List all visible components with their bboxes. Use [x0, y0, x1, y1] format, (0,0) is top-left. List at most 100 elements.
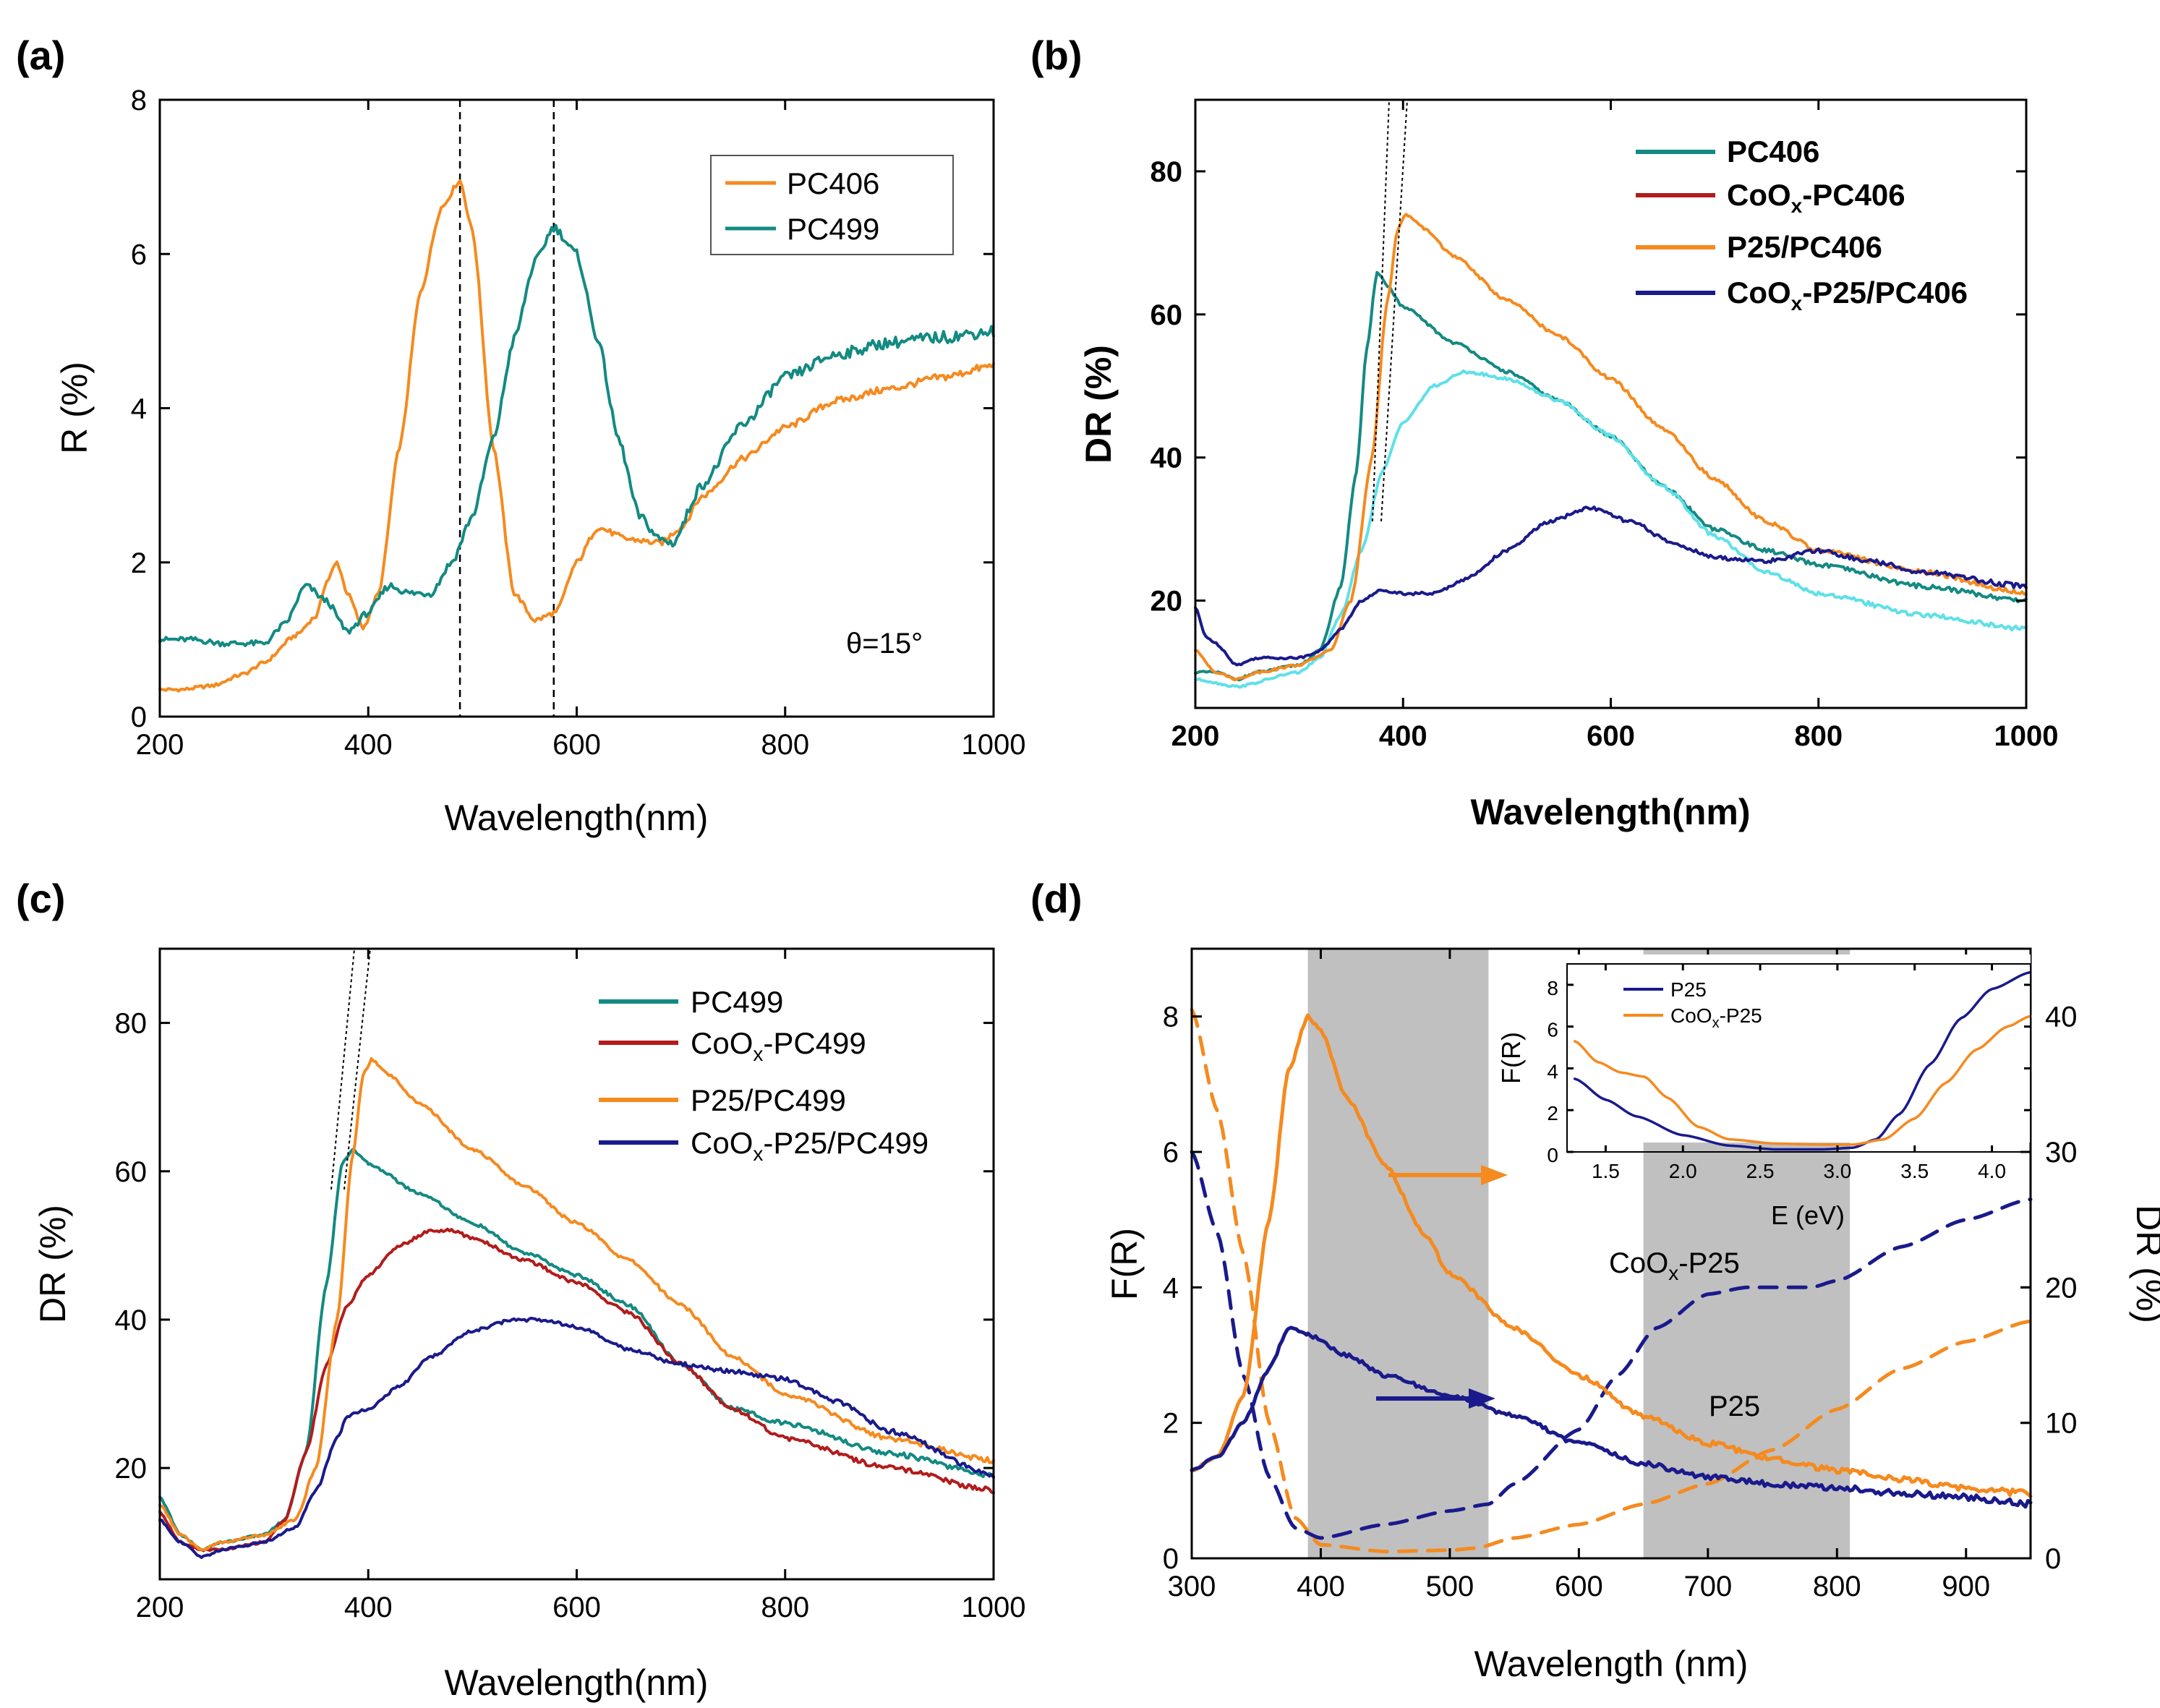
panel-d-orange-arrow — [1388, 1165, 1508, 1185]
panel-d-right-ytick-label-2: 20 — [2045, 1272, 2078, 1304]
panel-c-ytick-label-3: 80 — [115, 1008, 148, 1040]
panel-a-ytick-label-3: 6 — [131, 239, 147, 270]
panel-d-inset-xtick-label-2: 2.5 — [1746, 1160, 1775, 1182]
panel-a-xtick-label-2: 600 — [552, 729, 601, 761]
panel-d-inset-xtick-label-3: 3.0 — [1823, 1160, 1851, 1182]
panel-c-xtick-label-0: 200 — [136, 1592, 184, 1623]
panel-d-inset-series-0 — [1573, 970, 2032, 1151]
panel-d-series-3 — [1190, 1325, 2033, 1509]
panel-d-inset-background — [1522, 955, 2031, 1143]
panel-b-legend-label-0: PC406 — [1727, 134, 1819, 168]
panel-d-right-ytick-label-4: 40 — [2045, 1002, 2078, 1033]
panel-d-inset-chart: 1.5 2.0 2.5 3.0 3.5 4.0 0 2 4 6 8 E (eV) F(R) P25… — [1496, 955, 2032, 1230]
panel-d-inset-xtick-label-4: 3.5 — [1900, 1160, 1929, 1182]
panel-d-inset-xlabel: E (eV) — [1771, 1200, 1845, 1230]
panel-a-ytick-label-4: 8 — [131, 85, 147, 116]
panel-b-ytick-label-1: 40 — [1151, 443, 1183, 474]
panel-d-right-ytick-label-3: 30 — [2045, 1137, 2078, 1169]
panel-a-series-PC499 — [158, 223, 995, 648]
panel-b-series-1 — [1194, 369, 2028, 689]
panel-a-xlabel: Wavelength(nm) — [445, 798, 709, 838]
panel-d-inset-ytick-label-4: 8 — [1547, 977, 1558, 999]
panel-d-ytick-label-2: 4 — [1163, 1272, 1179, 1304]
panel-b-tangent-lines — [1372, 99, 1408, 522]
panel-b-legend-label-1: CoOx-PC406 — [1727, 178, 1905, 217]
panel-d-label-p25: P25 — [1709, 1391, 1760, 1422]
panel-b-tangent-1 — [1380, 99, 1408, 522]
panel-c-legend-label-3: CoOx-P25/PC499 — [691, 1126, 929, 1165]
panel-c-chart: (c) 200 400 600 800 1000 20 40 60 80 Wavelength… — [16, 876, 1025, 1703]
panel-b-legend-label-3: CoOx-P25/PC406 — [1727, 276, 1968, 315]
panel-c-legend-label-0: PC499 — [691, 985, 783, 1019]
panel-c-ytick-label-2: 60 — [115, 1156, 148, 1188]
panel-b-chart: (b) 200 400 600 800 1000 20 40 60 80 Wavelength… — [1030, 33, 2058, 832]
panel-d-series-0 — [1190, 1007, 2033, 1554]
panel-a-xtick-label-3: 800 — [761, 729, 809, 761]
panel-b-xtick-label-1: 400 — [1379, 720, 1427, 752]
panel-b-ylabel: DR (%) — [1078, 345, 1119, 464]
panel-d-plot-frame — [1190, 947, 2032, 1560]
panel-a-series-PC406 — [158, 179, 995, 693]
panel-d-xtick-label-0: 300 — [1168, 1571, 1216, 1602]
panel-c-xtick-label-4: 1000 — [962, 1592, 1026, 1623]
panel-d-ytick-label-0: 0 — [1163, 1543, 1179, 1575]
panel-d-xlabel: Wavelength (nm) — [1474, 1644, 1749, 1684]
panel-a-label: (a) — [16, 33, 65, 78]
panel-d-inset-ytick-label-2: 4 — [1547, 1060, 1558, 1083]
panel-d-label: (d) — [1030, 876, 1083, 921]
panel-d-series-2 — [1190, 1013, 2033, 1498]
panel-c-ytick-label-0: 20 — [115, 1453, 148, 1485]
panel-d-inset-ytick-label-1: 2 — [1547, 1102, 1558, 1124]
panel-a-legend-label-0: PC406 — [787, 166, 879, 200]
panel-c-series-1 — [158, 1227, 995, 1553]
panel-d-xtick-label-4: 700 — [1683, 1571, 1732, 1602]
panel-d-xtick-label-3: 600 — [1555, 1571, 1603, 1602]
panel-d-series-1 — [1190, 1150, 2033, 1540]
panel-d-right-ytick-label-1: 10 — [2045, 1408, 2078, 1440]
panel-c-xtick-label-3: 800 — [761, 1592, 809, 1623]
panel-d-inset-frame — [1566, 963, 2031, 1153]
panel-b-series-0 — [1194, 270, 2028, 682]
panel-d-inset-ytick-label-3: 6 — [1547, 1019, 1558, 1041]
panel-d-inset-legend-label-0: P25 — [1670, 978, 1707, 1001]
panel-b-xtick-label-4: 1000 — [1994, 720, 2059, 752]
panel-d-inset-xtick-label-5: 4.0 — [1978, 1160, 2006, 1182]
panel-b-ytick-label-0: 20 — [1151, 586, 1183, 618]
panel-a-ytick-label-2: 4 — [131, 393, 147, 425]
panel-d-inset-xtick-label-0: 1.5 — [1592, 1160, 1620, 1182]
panel-b-ytick-label-3: 80 — [1151, 156, 1183, 188]
panel-b-ytick-label-2: 60 — [1151, 299, 1183, 331]
panel-c-xtick-label-2: 600 — [552, 1592, 601, 1623]
panel-a-ytick-label-1: 2 — [131, 547, 147, 579]
panel-b-xtick-label-0: 200 — [1171, 720, 1220, 752]
panel-b-label: (b) — [1030, 33, 1083, 78]
panel-d-ytick-label-1: 2 — [1163, 1408, 1179, 1440]
panel-a-ylabel: R (%) — [54, 362, 95, 454]
panel-c-series-2 — [158, 1057, 995, 1552]
panel-c-legend-label-2: P25/PC499 — [691, 1083, 846, 1117]
panel-c-ytick-label-1: 40 — [115, 1305, 148, 1336]
panel-b-tangent-0 — [1372, 99, 1390, 522]
panel-c-xlabel: Wavelength(nm) — [445, 1662, 709, 1703]
panel-d-shaded-band-0 — [1307, 949, 1489, 1558]
panel-d-inset-legend-label-1: CoOx-P25 — [1670, 1004, 1762, 1031]
panel-d-right-ytick-label-0: 0 — [2045, 1543, 2061, 1575]
panel-b-legend-label-2: P25/PC406 — [1727, 230, 1882, 264]
panel-a-xtick-label-0: 200 — [136, 729, 184, 761]
panel-a-ytick-label-0: 0 — [131, 701, 147, 733]
panel-b-xlabel: Wavelength(nm) — [1470, 792, 1750, 832]
panel-c-ylabel: DR (%) — [33, 1205, 73, 1323]
panel-d-ylabel-left: F(R) — [1104, 1228, 1145, 1300]
panel-d-inset-ylabel: F(R) — [1496, 1032, 1526, 1084]
panel-b-xtick-label-2: 600 — [1587, 720, 1635, 752]
panel-d-ylabel-right: DR (%) — [2129, 1205, 2160, 1323]
panel-d-inset-legend: P25 CoOx-P25 — [1623, 978, 1762, 1031]
panel-d-blue-arrow — [1376, 1388, 1495, 1409]
panel-a-xtick-label-1: 400 — [344, 729, 393, 761]
panel-a-xtick-label-4: 1000 — [962, 729, 1026, 761]
panel-a-legend-label-1: PC499 — [787, 212, 879, 246]
panel-c-legend: PC499 CoOx-PC499 P25/PC499 CoOx-P25/PC49… — [599, 985, 929, 1165]
panel-b-legend: PC406 CoOx-PC406 P25/PC406 CoOx-P25/PC40… — [1636, 134, 1968, 315]
